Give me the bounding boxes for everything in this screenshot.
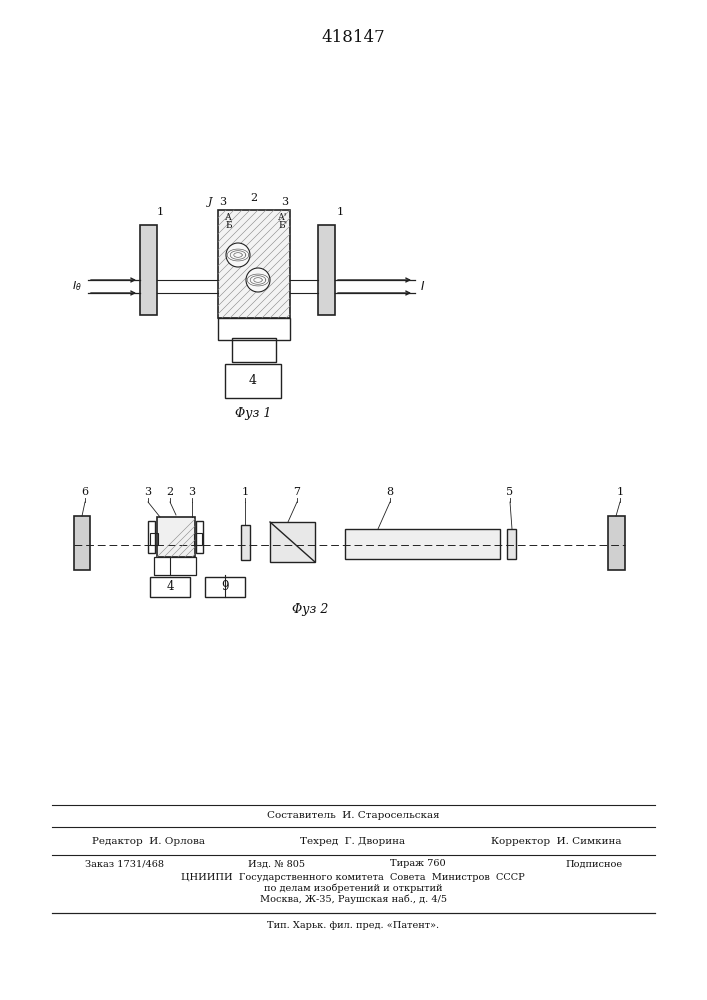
Bar <box>150 533 158 545</box>
Bar <box>74 516 90 570</box>
Text: Заказ 1731/468: Заказ 1731/468 <box>85 859 164 868</box>
Bar <box>150 577 190 597</box>
Text: 9: 9 <box>221 580 229 593</box>
Text: 1: 1 <box>337 207 344 217</box>
Text: J: J <box>208 197 213 207</box>
Bar <box>140 225 157 315</box>
Text: Редактор  И. Орлова: Редактор И. Орлова <box>91 836 204 846</box>
Text: Тираж 760: Тираж 760 <box>390 859 445 868</box>
Bar <box>345 529 500 559</box>
Text: 4: 4 <box>249 374 257 387</box>
Text: Φуз 2: Φуз 2 <box>292 603 328 616</box>
Bar <box>154 557 196 575</box>
Text: Подписное: Подписное <box>565 859 622 868</box>
Bar <box>205 577 245 597</box>
Bar <box>232 338 276 362</box>
Text: Москва, Ж-35, Раушская наб., д. 4/5: Москва, Ж-35, Раушская наб., д. 4/5 <box>259 894 447 904</box>
Bar <box>241 525 250 560</box>
Text: по делам изобретений и открытий: по делам изобретений и открытий <box>264 883 443 893</box>
Text: Составитель  И. Старосельская: Составитель И. Старосельская <box>267 812 439 820</box>
Text: Тип. Харьк. фил. пред. «Патент».: Тип. Харьк. фил. пред. «Патент». <box>267 920 439 930</box>
Text: 3: 3 <box>144 487 151 497</box>
Bar <box>218 318 290 340</box>
Text: ЦНИИПИ  Государственного комитета  Совета  Министров  СССР: ЦНИИПИ Государственного комитета Совета … <box>181 872 525 882</box>
Text: Изд. № 805: Изд. № 805 <box>248 859 305 868</box>
Text: 2: 2 <box>250 193 257 203</box>
Text: 1: 1 <box>617 487 624 497</box>
Text: 1: 1 <box>157 207 164 217</box>
Text: 3: 3 <box>219 197 226 207</box>
Text: 4: 4 <box>166 580 174 593</box>
Text: 418147: 418147 <box>321 28 385 45</box>
Circle shape <box>226 243 250 267</box>
Bar <box>194 533 202 545</box>
Bar <box>196 521 203 553</box>
Text: $I_{\theta}$: $I_{\theta}$ <box>72 279 82 293</box>
Text: 3: 3 <box>281 197 288 207</box>
Text: 3: 3 <box>189 487 196 497</box>
Text: 5: 5 <box>506 487 513 497</box>
Bar <box>318 225 335 315</box>
Text: 7: 7 <box>293 487 300 497</box>
Bar <box>608 516 625 570</box>
Text: Б': Б' <box>278 222 287 231</box>
Bar <box>218 210 290 318</box>
Polygon shape <box>270 522 315 562</box>
Text: А: А <box>225 214 232 223</box>
Text: 6: 6 <box>81 487 88 497</box>
Bar <box>507 529 516 559</box>
Circle shape <box>246 268 270 292</box>
Text: Φуз 1: Φуз 1 <box>235 406 271 420</box>
Text: Техред  Г. Дворина: Техред Г. Дворина <box>300 836 406 846</box>
Bar <box>157 517 195 557</box>
Text: Корректор  И. Симкина: Корректор И. Симкина <box>491 836 621 846</box>
Text: 8: 8 <box>387 487 394 497</box>
Bar <box>225 364 281 398</box>
Text: 1: 1 <box>241 487 249 497</box>
Text: Б: Б <box>225 222 232 231</box>
Bar <box>148 521 155 553</box>
Text: $I$: $I$ <box>420 279 425 292</box>
Text: А': А' <box>278 214 287 223</box>
Text: 2: 2 <box>166 487 173 497</box>
